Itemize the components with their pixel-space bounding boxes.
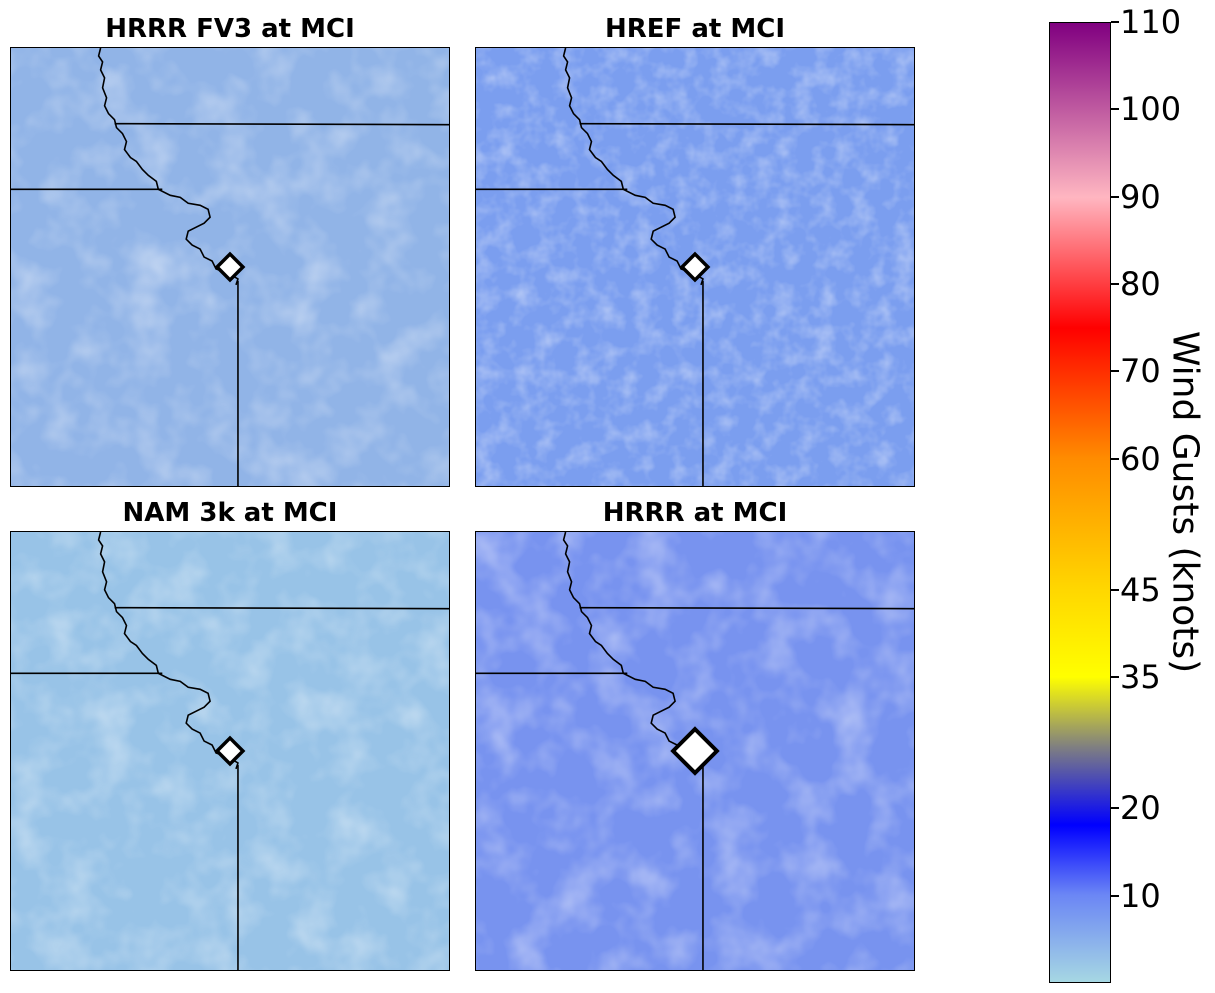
state-boundary-1 [579, 122, 914, 126]
colorbar-tick-label: 10 [1120, 876, 1161, 915]
map-svg [476, 532, 914, 970]
colorbar-tick-label: 20 [1120, 789, 1161, 828]
colorbar-tick-label: 80 [1120, 265, 1161, 304]
map-panel-hrrr [475, 531, 915, 971]
colorbar-tick-label: 70 [1120, 352, 1161, 391]
map-panel-nam-3k [10, 531, 450, 971]
colorbar-tick [1111, 807, 1119, 810]
colorbar-tick-label: 100 [1120, 90, 1182, 129]
mci-station-marker [670, 726, 720, 776]
map-svg [476, 48, 914, 486]
colorbar-tick-label: 110 [1120, 3, 1182, 41]
colorbar-tick [1111, 676, 1119, 679]
colorbar-tick [1111, 370, 1119, 373]
panel-title-nam-3k: NAM 3k at MCI [122, 498, 338, 528]
colorbar-tick-label: 90 [1120, 177, 1161, 216]
colorbar-tick [1111, 283, 1119, 286]
map-svg [11, 48, 449, 486]
colorbar-tick [1111, 21, 1119, 23]
colorbar-tick-label: 35 [1120, 658, 1161, 697]
map-panel-hrrr-fv3 [10, 47, 450, 487]
colorbar-tick [1111, 108, 1119, 111]
panel-title-hrrr: HRRR at MCI [602, 498, 788, 528]
panel-title-href: HREF at MCI [604, 14, 785, 44]
river-boundary [562, 48, 704, 286]
river-boundary [97, 48, 239, 286]
mci-station-marker [214, 251, 246, 283]
colorbar [1049, 22, 1111, 983]
colorbar-tick [1111, 894, 1119, 897]
colorbar-label: Wind Gusts (knots) [1164, 330, 1206, 674]
colorbar-tick [1111, 457, 1119, 460]
colorbar-tick [1111, 588, 1119, 591]
mci-station-marker [214, 735, 246, 767]
map-svg [11, 532, 449, 970]
colorbar-tick-label: 60 [1120, 439, 1161, 478]
colorbar-tick-label: 45 [1120, 570, 1161, 609]
state-boundary-1 [579, 606, 914, 610]
state-boundary-1 [114, 122, 449, 126]
state-boundary-1 [114, 606, 449, 610]
colorbar-tick [1111, 195, 1119, 198]
mci-station-marker [679, 251, 711, 283]
map-panel-href [475, 47, 915, 487]
river-boundary [562, 532, 704, 770]
river-boundary [97, 532, 239, 770]
panel-title-hrrr-fv3: HRRR FV3 at MCI [105, 14, 355, 44]
